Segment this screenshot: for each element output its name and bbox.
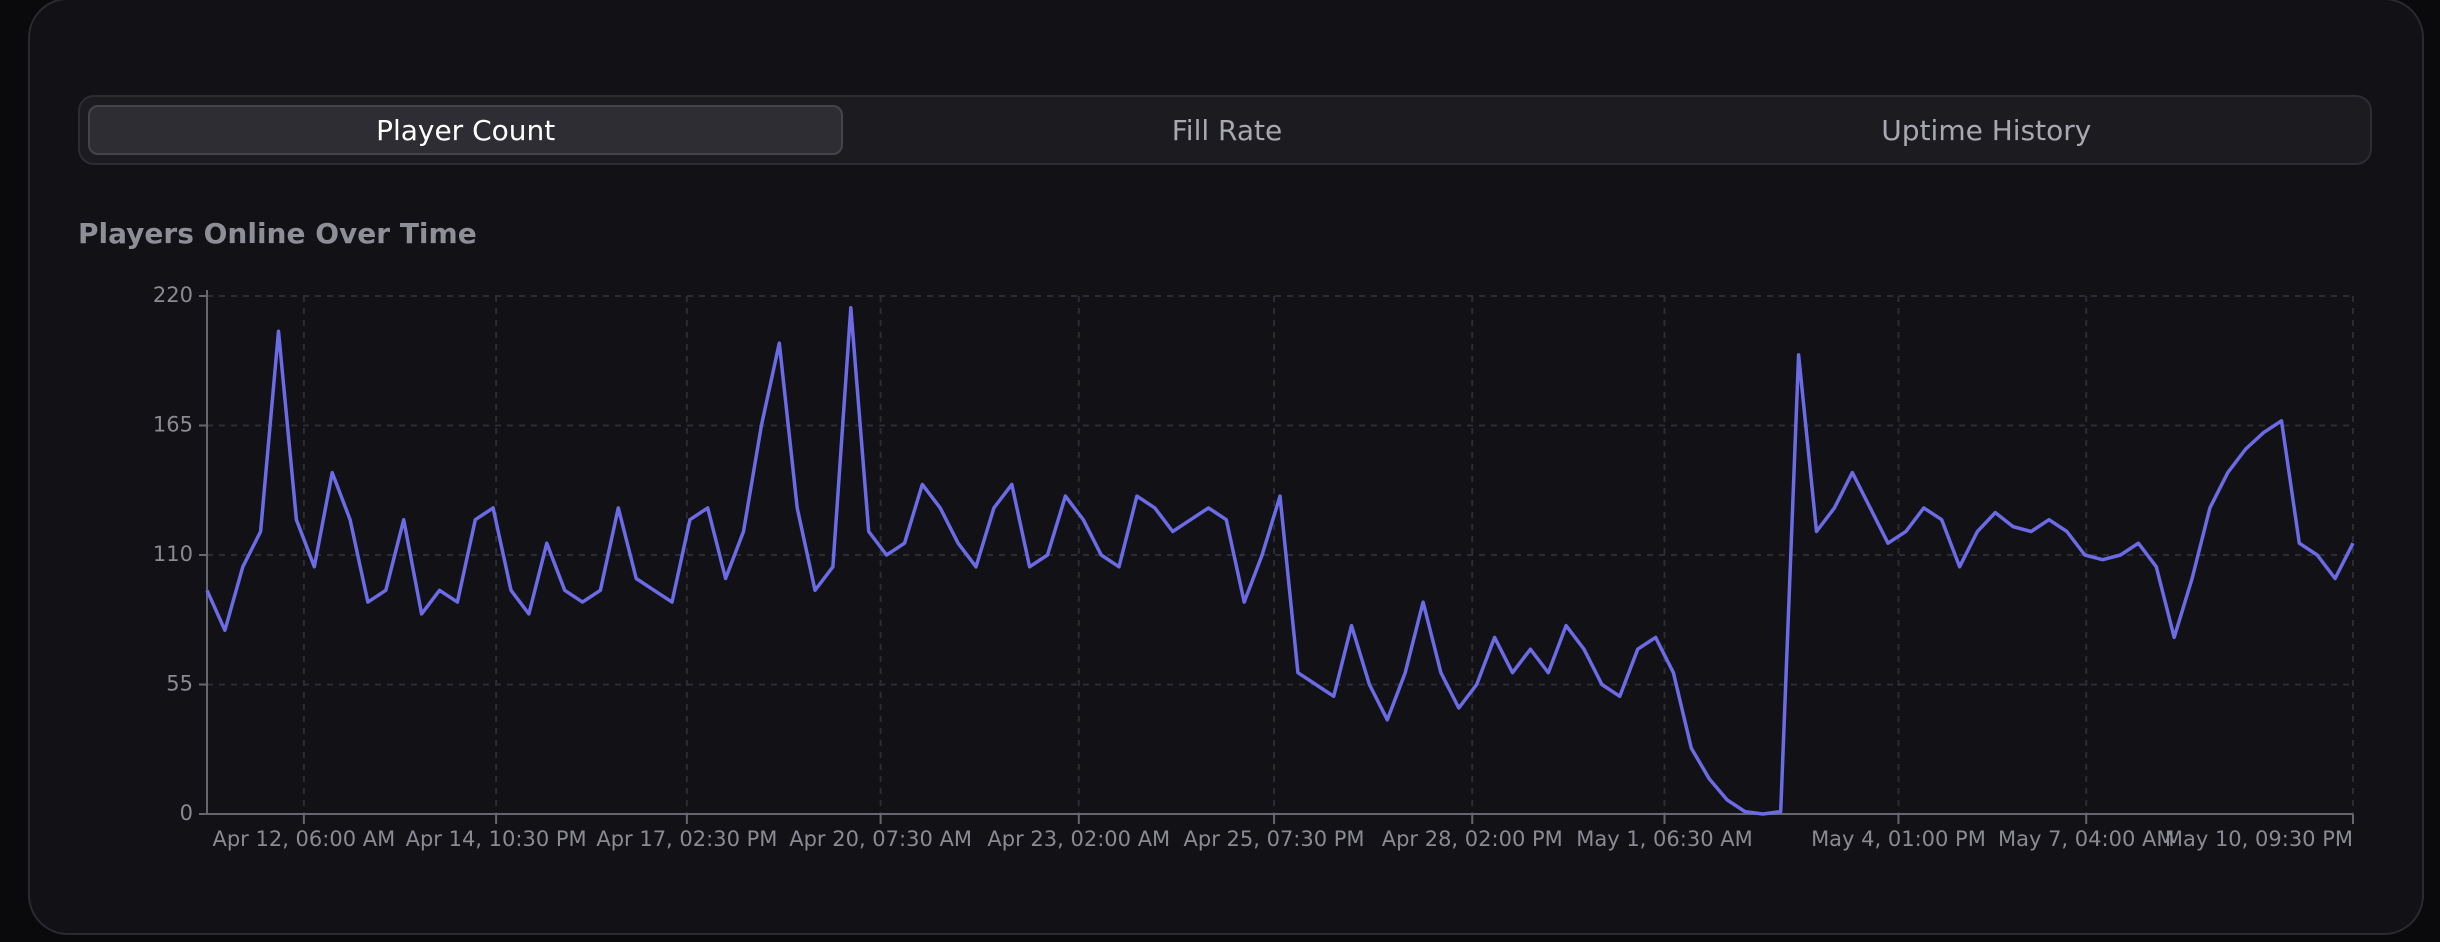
- chart-title: Players Online Over Time: [78, 217, 477, 250]
- y-tick-label: 110: [153, 542, 193, 566]
- data-line: [205, 306, 2355, 816]
- x-tick-label: May 4, 01:00 PM: [1811, 827, 1986, 851]
- tab[interactable]: Uptime History: [1881, 113, 2092, 147]
- x-tick-label: Apr 23, 02:00 AM: [987, 827, 1170, 851]
- x-tick-label: Apr 17, 02:30 PM: [596, 827, 777, 851]
- tab-bar: Player Count Fill Rate Uptime History: [78, 95, 2372, 165]
- x-tick-label: May 10, 09:30 PM: [2165, 827, 2353, 851]
- x-tick-label: Apr 28, 02:00 PM: [1382, 827, 1563, 851]
- y-tick-label: 220: [153, 283, 193, 307]
- tab[interactable]: Fill Rate: [1171, 113, 1283, 147]
- x-tick-label: Apr 14, 10:30 PM: [406, 827, 587, 851]
- x-tick-label: Apr 20, 07:30 AM: [789, 827, 972, 851]
- y-tick-label: 55: [166, 672, 193, 696]
- x-tick-label: May 1, 06:30 AM: [1576, 827, 1752, 851]
- x-tick-label: Apr 12, 06:00 AM: [212, 827, 395, 851]
- x-tick-label: Apr 25, 07:30 PM: [1184, 827, 1365, 851]
- y-tick-label: 0: [180, 801, 193, 825]
- x-tick-label: May 7, 04:00 AM: [1998, 827, 2174, 851]
- tab[interactable]: Player Count: [88, 105, 844, 155]
- y-tick-label: 165: [153, 413, 193, 437]
